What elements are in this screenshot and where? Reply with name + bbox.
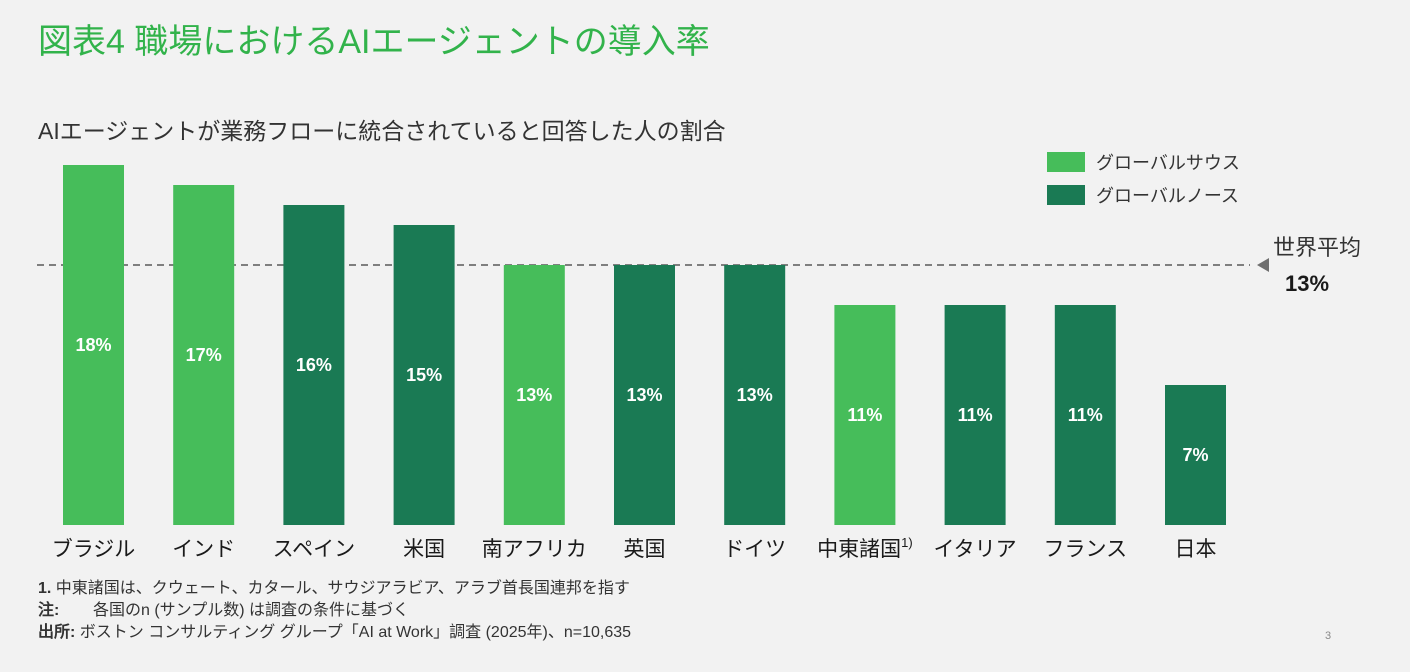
- bar-value-label: 11%: [847, 405, 882, 425]
- bar: [834, 305, 896, 525]
- chart-subtitle: AIエージェントが業務フローに統合されていると回答した人の割合: [38, 118, 726, 144]
- legend-swatch-global-south: [1047, 152, 1085, 172]
- category-label: ブラジル: [52, 538, 136, 561]
- category-label: インド: [172, 538, 235, 561]
- page-title: 図表4 職場におけるAIエージェントの導入率: [38, 23, 710, 61]
- category-label: 南アフリカ: [482, 538, 587, 561]
- bar-value-label: 17%: [186, 345, 222, 365]
- average-label: 世界平均: [1273, 235, 1361, 260]
- category-label: 中東諸国1): [817, 535, 913, 561]
- category-label: 日本: [1175, 538, 1217, 561]
- legend-swatch-global-north: [1047, 185, 1085, 205]
- bar-value-label: 13%: [737, 385, 773, 405]
- category-label: スペイン: [273, 538, 356, 561]
- bar: [173, 185, 235, 525]
- category-label: ドイツ: [723, 538, 786, 561]
- bar: [393, 225, 455, 525]
- category-label: 米国: [403, 538, 445, 561]
- source-prefix: 出所:: [38, 624, 76, 641]
- page-number: 3: [1325, 630, 1332, 642]
- source-text: ボストン コンサルティング グループ「AI at Work」調査 (2025年)…: [79, 624, 632, 641]
- note-text: 各国のn (サンプル数) は調査の条件に基づく: [93, 602, 409, 619]
- note-prefix: 注:: [38, 602, 60, 619]
- note: 注: 各国のn (サンプル数) は調査の条件に基づく: [38, 600, 631, 622]
- category-superscript: 1): [901, 535, 913, 550]
- bar: [1165, 385, 1226, 525]
- footnote-1: 1. 中東諸国は、クウェート、カタール、サウジアラビア、アラブ首長国連邦を指す: [38, 578, 631, 600]
- legend-label-global-north: グローバルノース: [1096, 186, 1239, 206]
- bar-value-label: 11%: [1068, 405, 1103, 425]
- bar: [944, 305, 1006, 525]
- average-value: 13%: [1285, 271, 1329, 296]
- category-label: フランス: [1044, 538, 1128, 561]
- bar: [724, 265, 786, 525]
- footnote-1-text: 中東諸国は、クウェート、カタール、サウジアラビア、アラブ首長国連邦を指す: [55, 580, 630, 597]
- average-arrow-icon: [1257, 258, 1269, 272]
- bar-value-label: 13%: [516, 385, 552, 405]
- bar-value-label: 16%: [296, 355, 332, 375]
- bar: [503, 265, 565, 525]
- bar-value-label: 13%: [626, 385, 662, 405]
- bar: [1054, 305, 1116, 525]
- bar: [63, 165, 124, 525]
- bar-value-label: 11%: [958, 405, 993, 425]
- footnote-1-prefix: 1.: [38, 580, 52, 597]
- legend-label-global-south: グローバルサウス: [1096, 153, 1240, 173]
- bar-value-label: 7%: [1182, 445, 1208, 465]
- category-label: イタリア: [934, 538, 1017, 561]
- source: 出所: ボストン コンサルティング グループ「AI at Work」調査 (20…: [38, 622, 631, 644]
- bar: [283, 205, 345, 525]
- bar-value-label: 18%: [75, 335, 111, 355]
- bar: [614, 265, 675, 525]
- category-label: 英国: [624, 538, 666, 561]
- bar-value-label: 15%: [406, 365, 442, 385]
- footnotes: 1. 中東諸国は、クウェート、カタール、サウジアラビア、アラブ首長国連邦を指す …: [38, 578, 631, 644]
